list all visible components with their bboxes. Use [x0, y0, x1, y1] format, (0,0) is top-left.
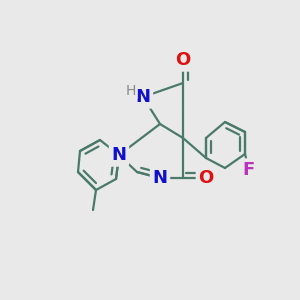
- Text: O: O: [176, 51, 190, 69]
- Text: N: N: [112, 146, 127, 164]
- Text: O: O: [198, 169, 214, 187]
- Text: N: N: [136, 88, 151, 106]
- Text: N: N: [152, 169, 167, 187]
- Text: H: H: [126, 84, 136, 98]
- Text: F: F: [243, 161, 255, 179]
